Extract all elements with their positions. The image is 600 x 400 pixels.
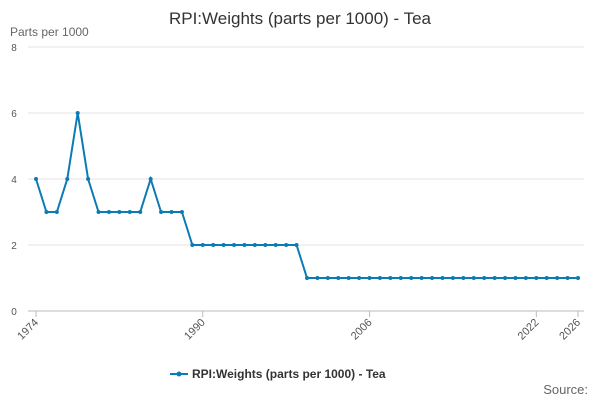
- line: [35, 112, 578, 279]
- y-tick-label: 8: [11, 43, 17, 54]
- point: [148, 177, 153, 181]
- point: [576, 276, 580, 280]
- point: [221, 243, 226, 247]
- y-tick-label: 2: [11, 241, 17, 252]
- point: [419, 276, 424, 280]
- point: [211, 243, 216, 247]
- point: [346, 276, 351, 280]
- point: [232, 243, 237, 247]
- point: [461, 276, 466, 280]
- point: [482, 276, 487, 280]
- point: [398, 276, 403, 280]
- point: [555, 276, 560, 280]
- point: [409, 276, 414, 280]
- point: [544, 276, 549, 280]
- point: [450, 276, 455, 280]
- x-tick-label: 1974: [15, 317, 41, 343]
- point: [273, 243, 278, 247]
- point: [513, 276, 518, 280]
- point: [117, 210, 122, 214]
- y-tick-label: 0: [11, 307, 17, 318]
- point: [179, 210, 184, 214]
- point: [190, 243, 195, 247]
- legend-label: RPI:Weights (parts per 1000) - Tea: [192, 367, 386, 381]
- point: [336, 276, 341, 280]
- point: [75, 111, 80, 115]
- point: [565, 276, 570, 280]
- point: [200, 243, 205, 247]
- point: [315, 276, 320, 280]
- point: [138, 210, 143, 214]
- point: [367, 276, 372, 280]
- point: [54, 210, 59, 214]
- y-tick-label: 4: [11, 175, 17, 186]
- point: [159, 210, 164, 214]
- point: [284, 243, 289, 247]
- legend-marker: [176, 371, 182, 377]
- point: [325, 276, 330, 280]
- point: [471, 276, 476, 280]
- point: [430, 276, 435, 280]
- y-tick-label: 6: [11, 109, 17, 120]
- point: [65, 177, 70, 181]
- point: [440, 276, 445, 280]
- point: [305, 276, 309, 280]
- y-axis-label: Parts per 1000: [10, 25, 89, 39]
- x-tick-label: 2006: [349, 317, 375, 343]
- point: [357, 276, 362, 280]
- point: [294, 243, 299, 247]
- source: Source:: [543, 382, 588, 397]
- point: [127, 210, 132, 214]
- chart-title: RPI:Weights (parts per 1000) - Tea: [169, 9, 432, 28]
- point: [96, 210, 101, 214]
- point: [388, 276, 393, 280]
- point: [242, 243, 247, 247]
- point: [523, 276, 528, 280]
- point: [252, 243, 257, 247]
- x-tick-label: 2022: [516, 317, 542, 343]
- point: [169, 210, 174, 214]
- point: [106, 210, 111, 214]
- point: [503, 276, 508, 280]
- point: [534, 276, 539, 280]
- point: [44, 210, 49, 214]
- point: [492, 276, 497, 280]
- x-tick-label: 2026: [557, 317, 583, 343]
- x-tick-label: 1990: [182, 317, 208, 343]
- point: [263, 243, 268, 247]
- point: [34, 177, 38, 181]
- point: [86, 177, 91, 181]
- point: [377, 276, 382, 280]
